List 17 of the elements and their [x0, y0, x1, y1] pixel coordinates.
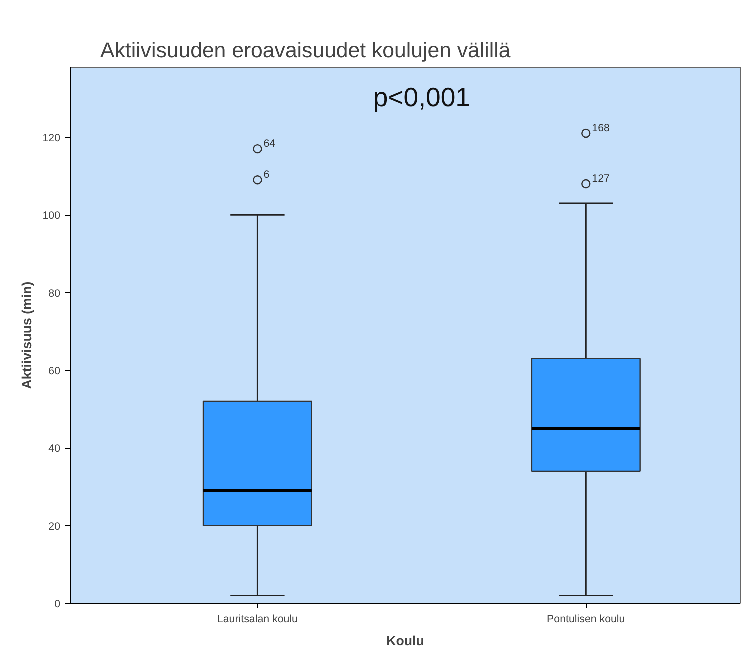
y-tick-label: 80	[48, 288, 61, 300]
x-tick-label: Pontulisen koulu	[547, 614, 626, 626]
y-tick-label: 0	[54, 598, 61, 610]
y-axis-title: Aktiivisuus (min)	[20, 282, 35, 390]
x-tick-label: Lauritsalan koulu	[217, 614, 298, 626]
y-tick-label: 20	[48, 520, 61, 533]
y-tick-label: 60	[48, 365, 61, 378]
y-tick-label: 120	[42, 132, 61, 144]
annotation: 168	[592, 122, 610, 135]
x-axis-title: Koulu	[386, 634, 424, 648]
chart-title: Aktiivisuuden eroavaisuudet koulujen välillä	[100, 38, 511, 62]
annotation: 6	[264, 169, 270, 182]
annotation: 64	[264, 138, 276, 150]
y-tick-label: 100	[42, 210, 61, 222]
annotation: p<0,001	[373, 82, 470, 112]
y-tick-label: 40	[48, 443, 61, 456]
annotation: 127	[592, 173, 610, 186]
